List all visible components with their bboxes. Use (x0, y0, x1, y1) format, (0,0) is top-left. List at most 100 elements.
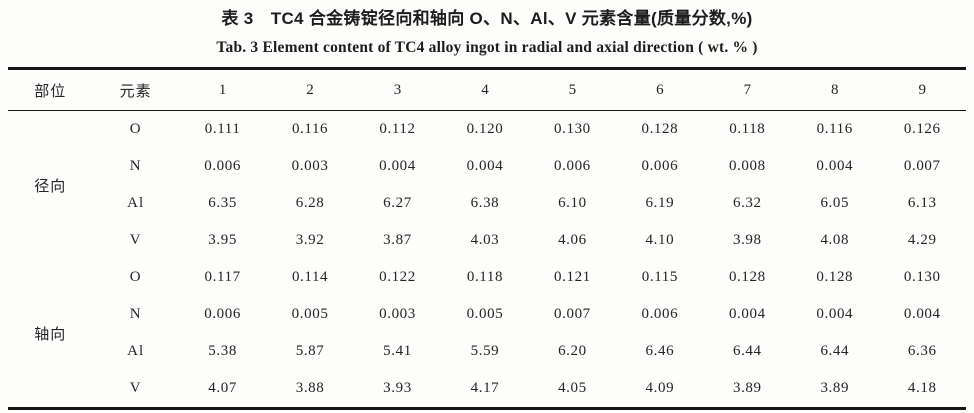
value-cell: 0.118 (466, 269, 504, 285)
value-cell: 0.006 (204, 158, 241, 174)
value-cell: 3.92 (295, 232, 325, 248)
value-cell: 0.005 (291, 306, 329, 322)
col-header-sample-8: 8 (831, 81, 839, 98)
value-cell: 0.007 (903, 158, 941, 174)
value-cell: 0.130 (554, 121, 591, 137)
table-row-radial-Al: Al 6.35 6.28 6.27 6.38 6.10 6.19 6.32 6.… (8, 185, 966, 222)
value-cell: 3.95 (208, 232, 237, 248)
table-title-chinese: 表 3 TC4 合金铸锭径向和轴向 O、N、Al、V 元素含量(质量分数,%) (221, 9, 753, 28)
table-row-axial-O: 轴向 O 0.117 0.114 0.122 0.118 0.121 0.115… (8, 259, 966, 343)
value-cell: 0.006 (641, 306, 679, 322)
element-cell: O (129, 121, 142, 137)
element-cell: Al (127, 343, 145, 359)
value-cell: 4.05 (558, 380, 587, 396)
value-cell: 4.09 (645, 380, 675, 396)
position-cell-radial: 径向 (34, 178, 67, 195)
value-cell: 4.29 (907, 232, 937, 248)
value-cell: 4.03 (470, 232, 500, 248)
table-row-axial-Al: Al 5.38 5.87 5.41 5.59 6.20 6.46 6.44 6.… (8, 333, 966, 370)
value-cell: 4.10 (645, 232, 675, 248)
value-cell: 5.59 (470, 343, 500, 359)
value-cell: 6.27 (383, 195, 412, 211)
value-cell: 4.17 (470, 380, 500, 396)
value-cell: 0.117 (204, 269, 241, 285)
position-cell-axial: 轴向 (34, 326, 67, 343)
table-row-axial-V: V 4.07 3.88 3.93 4.17 4.05 4.09 3.89 3.8… (8, 370, 966, 409)
value-cell: 5.41 (383, 343, 412, 359)
value-cell: 6.44 (732, 343, 762, 359)
value-cell: 0.111 (204, 121, 241, 137)
value-cell: 0.006 (554, 158, 591, 174)
value-cell: 0.120 (466, 121, 504, 137)
col-header-sample-2: 2 (306, 81, 314, 98)
element-cell: N (129, 306, 142, 322)
col-header-element: 元素 (119, 83, 152, 100)
element-cell: V (129, 232, 142, 248)
value-cell: 6.36 (907, 343, 937, 359)
col-header-sample-5: 5 (568, 81, 577, 98)
element-cell: V (129, 380, 142, 396)
value-cell: 6.13 (907, 195, 937, 211)
col-header-sample-6: 6 (656, 81, 664, 98)
value-cell: 6.38 (470, 195, 500, 211)
value-cell: 0.004 (816, 306, 854, 322)
value-cell: 0.004 (728, 306, 766, 322)
value-cell: 3.89 (732, 380, 762, 396)
value-cell: 4.08 (820, 232, 850, 248)
value-cell: 3.88 (295, 380, 325, 396)
value-cell: 4.06 (558, 232, 587, 248)
element-cell: N (129, 158, 142, 174)
value-cell: 0.004 (903, 306, 941, 322)
value-cell: 0.128 (728, 269, 766, 285)
value-cell: 6.19 (645, 195, 675, 211)
element-cell: Al (127, 195, 145, 211)
table-row-radial-O: 径向 O 0.111 0.116 0.112 0.120 0.130 0.128… (8, 111, 966, 195)
value-cell: 0.112 (379, 121, 416, 137)
value-cell: 6.46 (645, 343, 675, 359)
value-cell: 0.004 (379, 158, 416, 174)
value-cell: 3.98 (732, 232, 762, 248)
value-cell: 5.87 (295, 343, 325, 359)
col-header-sample-9: 9 (918, 81, 927, 98)
value-cell: 0.004 (466, 158, 504, 174)
value-cell: 0.128 (641, 121, 679, 137)
table-title-english: Tab. 3 Element content of TC4 alloy ingo… (216, 39, 758, 56)
value-cell: 0.115 (641, 269, 678, 285)
value-cell: 3.93 (383, 380, 412, 396)
value-cell: 6.20 (558, 343, 587, 359)
value-cell: 0.008 (728, 158, 766, 174)
col-header-sample-3: 3 (393, 81, 402, 98)
element-cell: O (129, 269, 142, 285)
value-cell: 6.10 (558, 195, 587, 211)
table-row-axial-N: N 0.006 0.005 0.003 0.005 0.007 0.006 0.… (8, 296, 966, 333)
value-cell: 0.005 (466, 306, 504, 322)
value-cell: 4.07 (208, 380, 237, 396)
value-cell: 4.18 (907, 380, 937, 396)
value-cell: 6.35 (208, 195, 237, 211)
value-cell: 0.130 (903, 269, 941, 285)
value-cell: 0.118 (729, 121, 766, 137)
value-cell: 5.38 (208, 343, 237, 359)
table-row-radial-V: V 3.95 3.92 3.87 4.03 4.06 4.10 3.98 4.0… (8, 222, 966, 259)
value-cell: 0.116 (816, 121, 853, 137)
header-row: 部位 元素 1 2 3 4 5 6 7 8 9 (8, 69, 966, 111)
value-cell: 3.89 (820, 380, 850, 396)
col-header-sample-7: 7 (743, 81, 752, 98)
value-cell: 3.87 (383, 232, 412, 248)
value-cell: 0.003 (379, 306, 416, 322)
value-cell: 6.44 (820, 343, 850, 359)
col-header-sample-1: 1 (218, 81, 227, 98)
value-cell: 0.116 (291, 121, 329, 137)
value-cell: 0.121 (554, 269, 591, 285)
col-header-position: 部位 (34, 83, 67, 100)
value-cell: 0.128 (816, 269, 854, 285)
value-cell: 0.114 (291, 269, 329, 285)
value-cell: 0.004 (816, 158, 854, 174)
element-content-table: 部位 元素 1 2 3 4 5 6 7 8 9 径向 O 0.111 0.116… (8, 67, 966, 410)
value-cell: 0.007 (554, 306, 591, 322)
value-cell: 6.32 (732, 195, 762, 211)
value-cell: 6.28 (295, 195, 325, 211)
table-caption: 表 3 TC4 合金铸锭径向和轴向 O、N、Al、V 元素含量(质量分数,%) … (0, 7, 974, 58)
value-cell: 0.006 (204, 306, 241, 322)
